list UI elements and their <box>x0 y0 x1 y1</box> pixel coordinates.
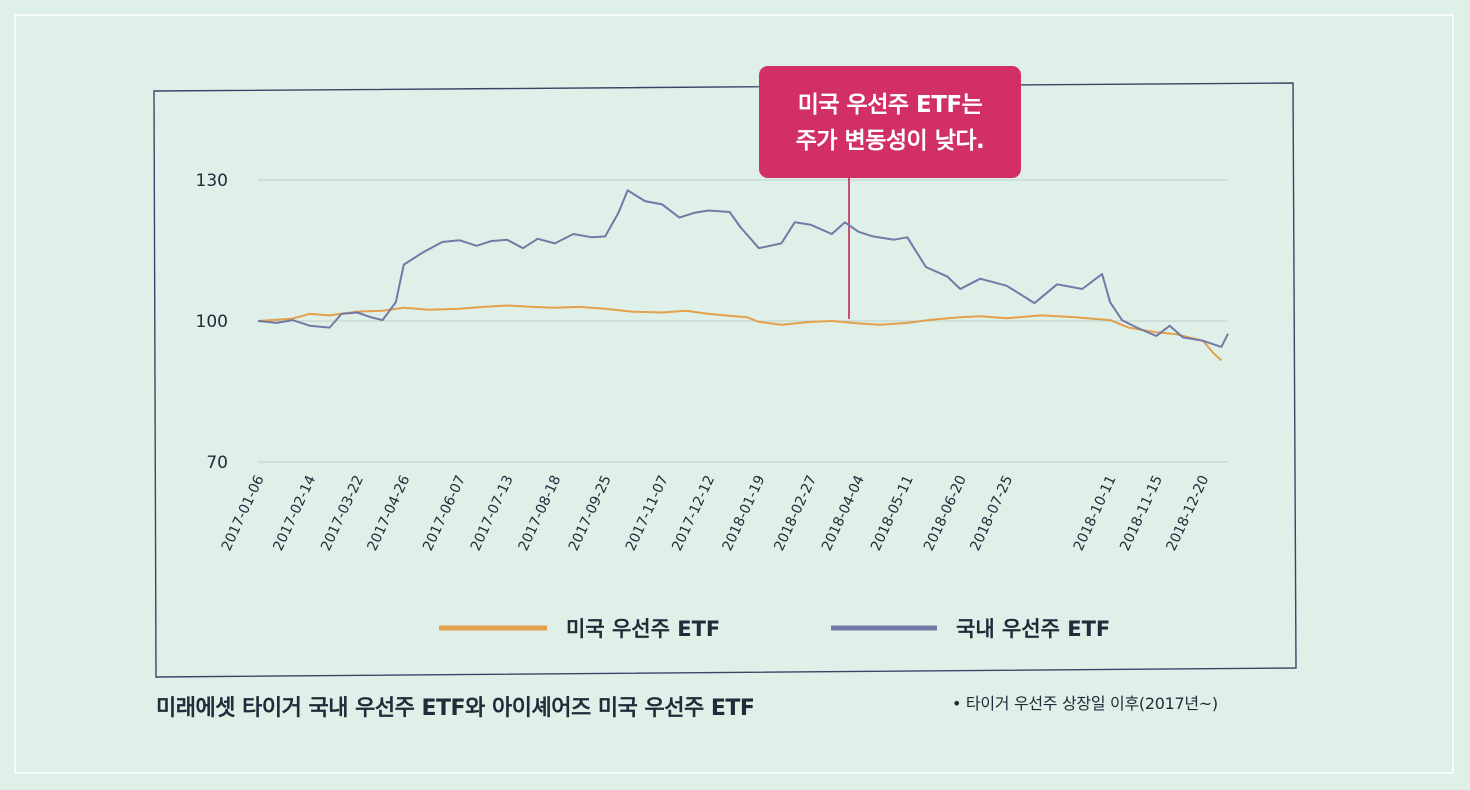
x-tick-label: 2017-02-14 <box>270 473 319 554</box>
legend-label: 국내 우선주 ETF <box>956 617 1110 641</box>
x-tick-label: 2018-02-27 <box>771 473 820 554</box>
x-tick-label: 2017-01-06 <box>219 473 268 554</box>
y-tick-label: 130 <box>196 171 228 191</box>
x-tick-label: 2017-08-18 <box>516 473 565 554</box>
x-tick-label: 2017-12-12 <box>669 473 718 554</box>
x-tick-label: 2017-03-22 <box>318 473 367 554</box>
annotation-callout: 미국 우선주 ETF는 주가 변동성이 낮다. <box>759 66 1021 178</box>
x-tick-label: 2018-05-11 <box>868 473 917 554</box>
x-tick-label: 2018-10-11 <box>1071 473 1120 554</box>
x-tick-label: 2018-07-25 <box>967 473 1016 554</box>
x-tick-label: 2017-09-25 <box>566 473 615 554</box>
x-tick-label: 2018-01-19 <box>720 473 769 554</box>
x-tick-label: 2018-11-15 <box>1117 473 1166 554</box>
annotation-line-2: 주가 변동성이 낮다. <box>795 128 985 154</box>
annotation-line-1: 미국 우선주 ETF는 <box>797 92 983 118</box>
figure-frame <box>14 14 1454 774</box>
x-tick-label: 2017-04-26 <box>364 473 413 554</box>
x-tick-label: 2018-06-20 <box>921 473 970 554</box>
series-line-us-preferred <box>257 304 1223 362</box>
legend-label: 미국 우선주 ETF <box>566 617 720 641</box>
x-tick-label: 2018-12-20 <box>1164 473 1213 554</box>
figure-note: • 타이거 우선주 상장일 이후(2017년~) <box>952 694 1218 713</box>
x-tick-label: 2017-07-13 <box>468 473 517 554</box>
y-tick-label: 70 <box>206 453 228 473</box>
y-tick-label: 100 <box>196 312 228 332</box>
x-tick-label: 2018-04-04 <box>819 473 868 554</box>
figure-caption: 미래에셋 타이거 국내 우선주 ETF와 아이셰어즈 미국 우선주 ETF <box>156 696 755 721</box>
chart-border <box>153 82 1297 678</box>
series-line-domestic-preferred <box>257 189 1229 348</box>
x-tick-label: 2017-06-07 <box>420 473 469 554</box>
x-tick-label: 2017-11-07 <box>623 473 672 554</box>
